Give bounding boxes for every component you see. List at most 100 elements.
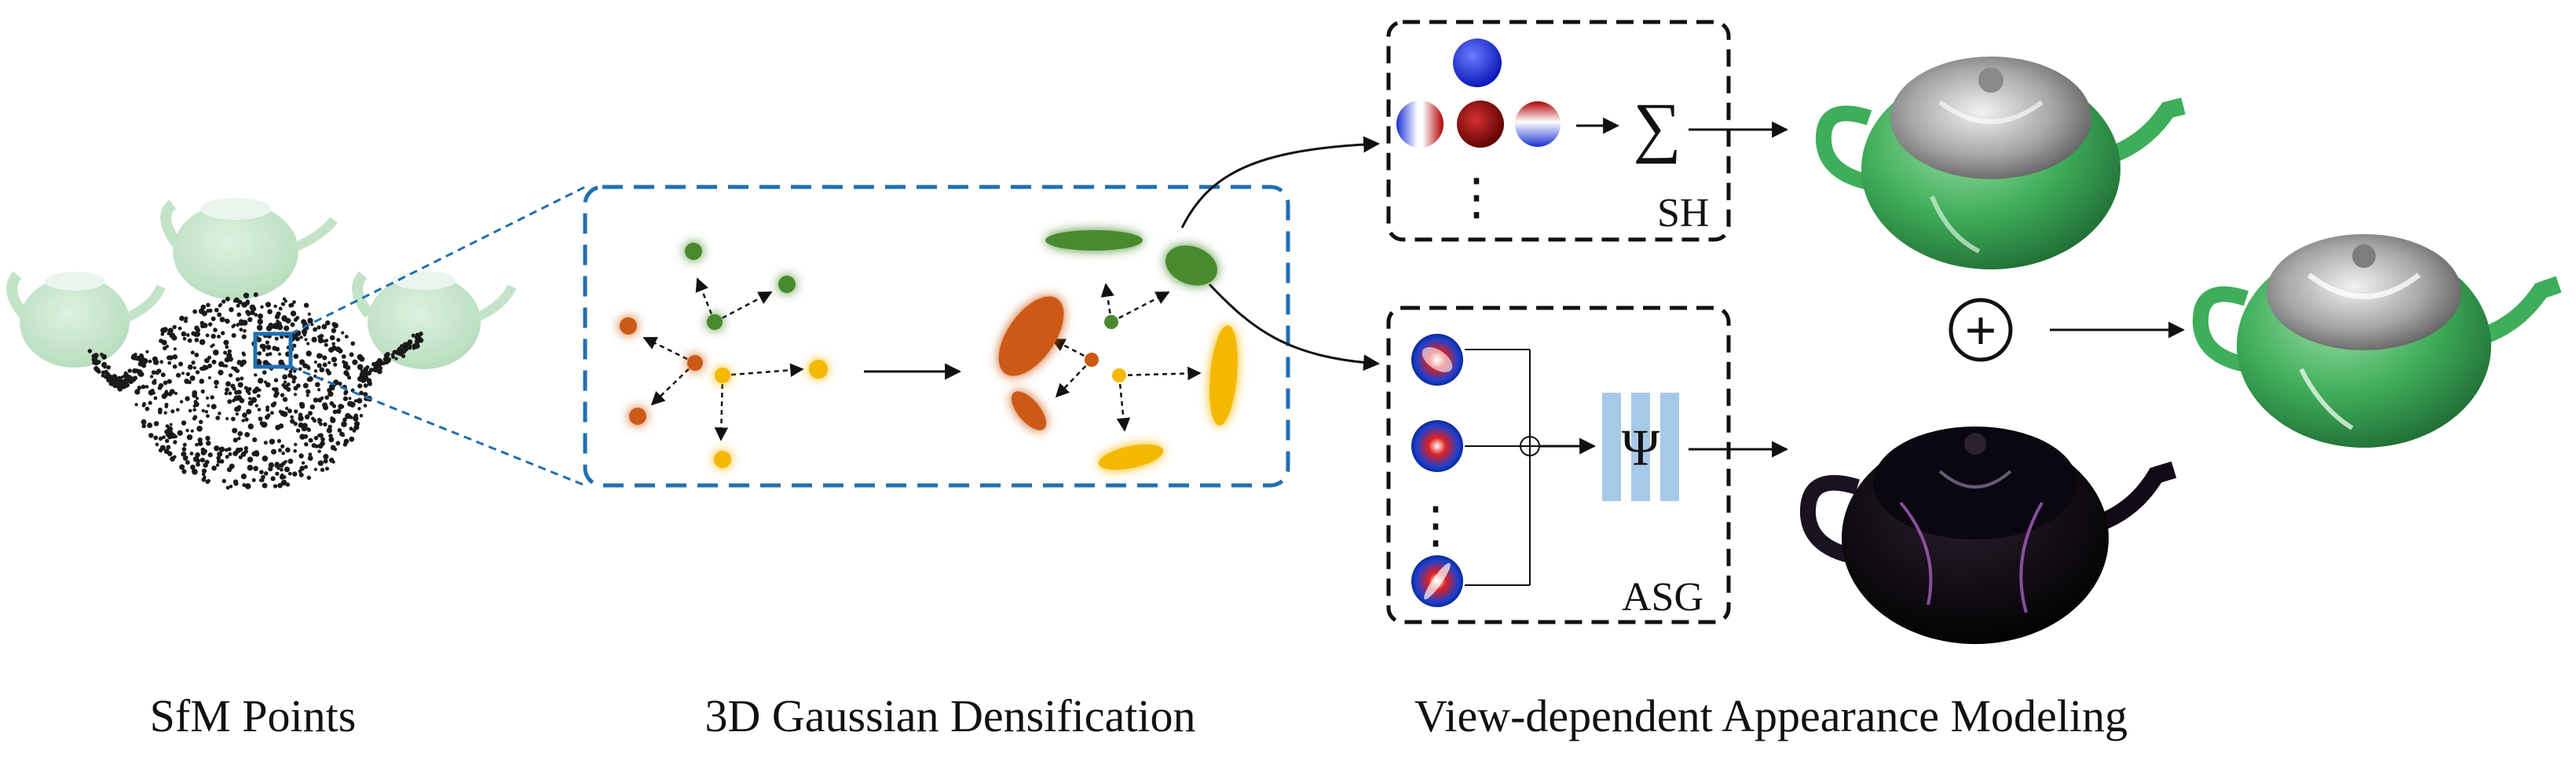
sfm-point	[239, 397, 245, 404]
densification-section	[583, 185, 1290, 488]
sfm-point	[276, 438, 281, 444]
sfm-point	[282, 374, 287, 380]
sfm-point	[106, 364, 112, 370]
sfm-point	[357, 353, 364, 361]
sfm-point	[280, 302, 285, 306]
sfm-point	[268, 352, 273, 356]
sfm-point	[313, 327, 317, 332]
sfm-point	[277, 352, 282, 356]
sfm-point	[225, 416, 229, 421]
sfm-point	[359, 390, 364, 396]
sfm-point	[192, 415, 198, 419]
sfm-point	[210, 404, 217, 410]
sfm-point	[301, 461, 306, 465]
sfm-point	[214, 445, 220, 452]
sfm-point	[320, 442, 324, 447]
sfm-point	[265, 344, 272, 350]
sfm-point	[283, 380, 287, 384]
sfm-point	[308, 437, 313, 443]
initial-gaussians	[620, 243, 828, 468]
sfm-point	[186, 333, 190, 337]
sfm-point	[227, 399, 232, 404]
sfm-point	[185, 379, 189, 384]
sfm-point	[311, 336, 317, 342]
sfm-point	[257, 351, 262, 356]
sfm-point	[118, 382, 122, 386]
sfm-point	[205, 435, 210, 441]
sfm-point	[321, 324, 327, 330]
sfm-point	[208, 322, 213, 327]
sfm-point	[215, 463, 220, 467]
sfm-point	[161, 339, 167, 346]
sfm-point	[284, 459, 287, 463]
sfm-point	[282, 397, 288, 402]
sfm-point	[245, 299, 250, 304]
sfm-point	[352, 429, 357, 433]
sfm-point	[276, 311, 281, 317]
psi-mlp: Ψ	[1602, 393, 1679, 501]
anisotropic-teapot	[1799, 426, 2177, 644]
sfm-point	[333, 362, 338, 367]
sfm-point	[273, 393, 278, 398]
sfm-point	[294, 442, 298, 447]
sfm-point	[181, 372, 185, 375]
asg-dots: ⋮	[1411, 497, 1461, 553]
sfm-point	[229, 463, 235, 470]
sfm-point	[206, 396, 209, 400]
sfm-point	[210, 333, 216, 339]
sfm-point	[282, 297, 287, 301]
sfm-point	[330, 445, 336, 451]
sfm-point	[134, 356, 139, 361]
sfm-point	[331, 386, 335, 390]
sfm-point	[214, 379, 219, 386]
sfm-point	[219, 317, 225, 323]
sfm-point	[317, 417, 322, 423]
sfm-point	[270, 411, 274, 415]
sfm-point	[293, 386, 298, 391]
sfm-point	[195, 455, 199, 459]
sfm-point	[189, 375, 196, 381]
sfm-point	[210, 395, 214, 400]
sfm-point	[241, 419, 245, 423]
sfm-point	[245, 309, 251, 315]
sfm-point	[215, 415, 221, 420]
arrow-to-asg	[1208, 283, 1381, 372]
densified-gaussians	[998, 230, 1238, 470]
sfm-point	[336, 408, 342, 414]
sfm-point	[368, 368, 374, 372]
sfm-point	[148, 401, 152, 405]
sfm-point	[145, 350, 149, 353]
sfm-point	[141, 403, 146, 408]
sfm-point	[253, 292, 258, 298]
sfm-point	[287, 458, 294, 464]
sfm-point	[317, 449, 321, 453]
sfm-point	[306, 393, 309, 397]
sfm-point	[280, 444, 285, 448]
sfm-point	[339, 431, 345, 437]
sfm-point	[323, 422, 327, 426]
sfm-point	[411, 333, 415, 338]
sfm-point	[182, 337, 187, 341]
sfm-point	[252, 389, 258, 394]
sfm-point	[313, 361, 317, 364]
sfm-point	[247, 456, 254, 463]
sfm-point	[159, 360, 163, 364]
sfm-point	[276, 319, 280, 324]
sfm-point	[287, 408, 292, 414]
sfm-point	[257, 358, 261, 363]
sfm-point	[359, 414, 364, 418]
sfm-point	[190, 429, 194, 433]
sfm-point	[338, 381, 342, 386]
sfm-point	[166, 379, 172, 384]
sfm-point	[336, 338, 341, 342]
sfm-point	[243, 329, 247, 333]
sfm-point	[298, 412, 303, 417]
sfm-point	[239, 319, 244, 324]
sfm-point	[206, 414, 210, 419]
sfm-point	[218, 302, 223, 306]
sfm-point	[243, 445, 248, 451]
sfm-point	[298, 359, 306, 365]
sfm-point	[231, 333, 236, 339]
sfm-point	[363, 392, 368, 397]
